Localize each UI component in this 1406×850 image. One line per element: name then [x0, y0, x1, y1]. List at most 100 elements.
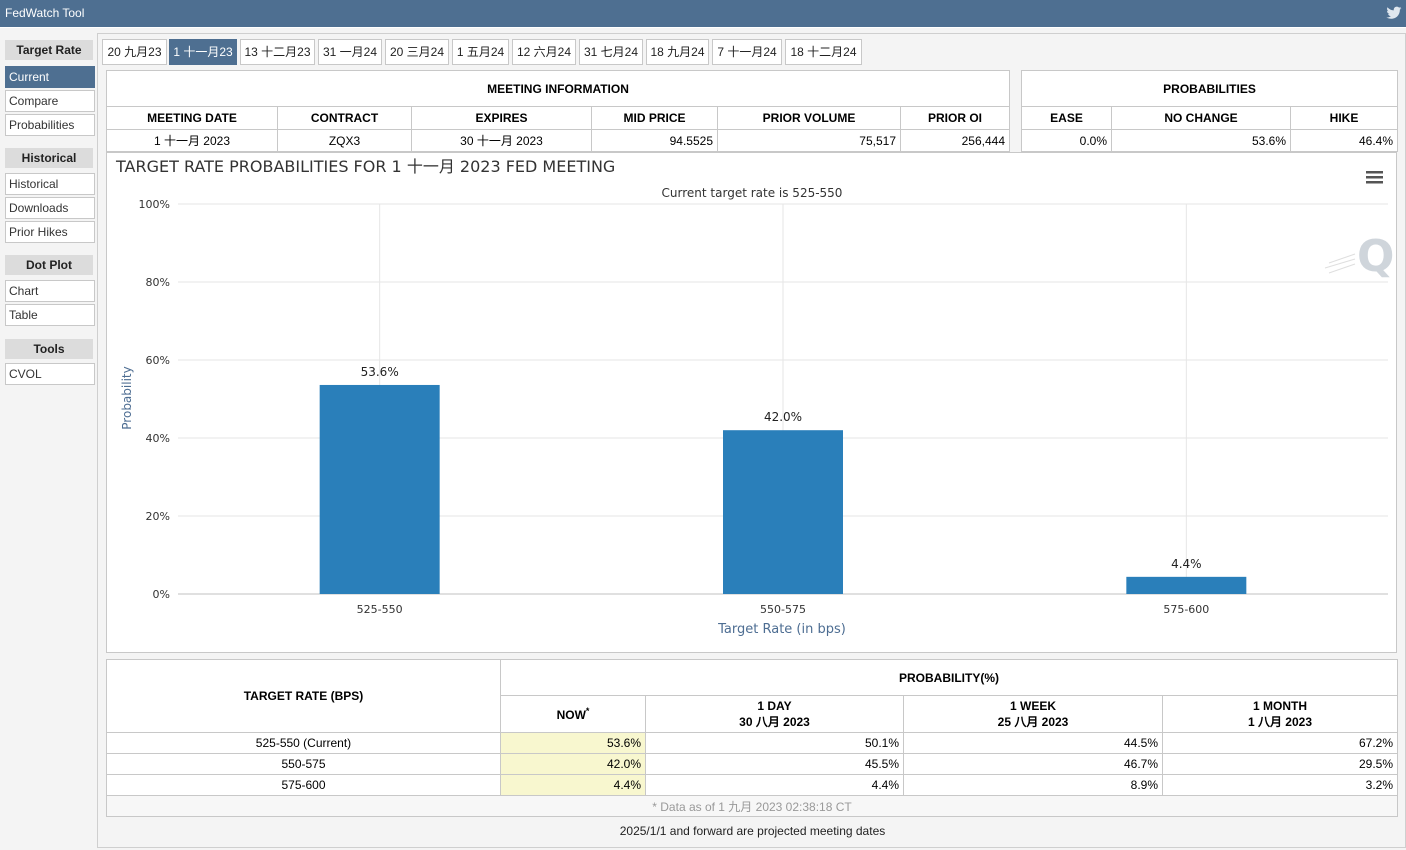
col-header-contract: CONTRACT — [277, 106, 412, 130]
col-header-expires: EXPIRES — [411, 106, 592, 130]
y-tick-label: 100% — [139, 198, 170, 211]
sidebar-item-compare[interactable]: Compare — [5, 90, 95, 112]
col-header-1-month: 1 MONTH 1 八月 2023 — [1162, 695, 1398, 733]
1-month-date: 1 八月 2023 — [1247, 714, 1313, 729]
svg-text:Q: Q — [1357, 231, 1394, 282]
tab-meeting-2[interactable]: 1 十一月23 — [169, 39, 237, 65]
col-header-now: NOW* — [500, 695, 646, 733]
prior-volume-value: 75,517 — [717, 129, 901, 152]
sidebar-item-downloads[interactable]: Downloads — [5, 197, 95, 219]
probability-history-table: TARGET RATE (BPS) PROBABILITY(%) NOW* 1 … — [106, 659, 1398, 817]
1-week-value: 46.7% — [903, 753, 1163, 775]
chart-container: TARGET RATE PROBABILITIES FOR 1 十一月 2023… — [106, 152, 1397, 653]
main-panel: 20 九月23 1 十一月23 13 十二月23 31 一月24 20 三月24… — [97, 33, 1406, 848]
col-header-probability: PROBABILITY(%) — [500, 659, 1398, 696]
app-titlebar: FedWatch Tool — [0, 0, 1406, 27]
probabilities-title: PROBABILITIES — [1021, 70, 1398, 107]
tab-meeting-7[interactable]: 12 六月24 — [512, 39, 576, 65]
tab-meeting-4[interactable]: 31 一月24 — [318, 39, 382, 65]
1-day-label: 1 DAY — [757, 698, 792, 713]
meeting-info-title: MEETING INFORMATION — [106, 70, 1010, 107]
prior-oi-value: 256,444 — [900, 129, 1010, 152]
no-change-value: 53.6% — [1111, 129, 1291, 152]
sidebar-item-prior-hikes[interactable]: Prior Hikes — [5, 221, 95, 243]
col-header-prior-volume: PRIOR VOLUME — [717, 106, 901, 130]
quikstrike-q-icon: Q — [1324, 231, 1394, 282]
col-header-meeting-date: MEETING DATE — [106, 106, 278, 130]
meeting-info-table: MEETING INFORMATION MEETING DATE CONTRAC… — [106, 70, 1010, 152]
table-row: 575-600 4.4% 4.4% 8.9% 3.2% — [106, 774, 1398, 796]
sidebar-heading-historical: Historical — [5, 148, 93, 168]
twitter-icon[interactable] — [1386, 5, 1402, 21]
now-label: NOW — [556, 708, 586, 722]
y-tick-label: 60% — [146, 354, 170, 367]
y-tick-label: 40% — [146, 432, 170, 445]
col-header-1-day: 1 DAY 30 八月 2023 — [645, 695, 904, 733]
tab-meeting-11[interactable]: 18 十二月24 — [785, 39, 862, 65]
1-week-date: 25 八月 2023 — [997, 714, 1069, 729]
now-value: 42.0% — [500, 753, 646, 775]
now-asterisk: * — [585, 706, 590, 716]
tab-meeting-5[interactable]: 20 三月24 — [385, 39, 449, 65]
chart-subtitle: Current target rate is 525-550 — [662, 186, 843, 200]
bar-525-550[interactable] — [319, 384, 440, 594]
col-header-1-week: 1 WEEK 25 八月 2023 — [903, 695, 1163, 733]
1-month-value: 67.2% — [1162, 732, 1398, 754]
chart-bars: 53.6% 42.0% 4.4% — [319, 365, 1247, 594]
sidebar-item-table[interactable]: Table — [5, 304, 95, 326]
tab-meeting-10[interactable]: 7 十一月24 — [712, 39, 782, 65]
col-header-hike: HIKE — [1290, 106, 1398, 130]
expires-value: 30 十一月 2023 — [411, 129, 592, 152]
x-tick-label: 550-575 — [760, 603, 806, 616]
table-row: 550-575 42.0% 45.5% 46.7% 29.5% — [106, 753, 1398, 775]
y-tick-label: 80% — [146, 276, 170, 289]
1-day-value: 45.5% — [645, 753, 904, 775]
contract-value: ZQX3 — [277, 129, 412, 152]
meeting-date-value: 1 十一月 2023 — [106, 129, 278, 152]
data-label: 53.6% — [361, 365, 399, 379]
x-tick-label: 525-550 — [357, 603, 403, 616]
sidebar-item-current[interactable]: Current — [5, 66, 95, 88]
tab-meeting-9[interactable]: 18 九月24 — [646, 39, 709, 65]
1-week-value: 8.9% — [903, 774, 1163, 796]
sidebar-item-cvol[interactable]: CVOL — [5, 363, 95, 385]
col-header-target-rate: TARGET RATE (BPS) — [106, 659, 501, 733]
x-axis: 525-550 550-575 575-600 — [357, 603, 1210, 616]
chart-title: TARGET RATE PROBABILITIES FOR 1 十一月 2023… — [115, 157, 615, 176]
tab-meeting-6[interactable]: 1 五月24 — [452, 39, 509, 65]
data-label: 42.0% — [764, 410, 802, 424]
target-rate-label: 575-600 — [106, 774, 501, 796]
sidebar-heading-target-rate: Target Rate — [5, 40, 93, 60]
sidebar-item-chart[interactable]: Chart — [5, 280, 95, 302]
sidebar-item-probabilities[interactable]: Probabilities — [5, 114, 95, 136]
hike-value: 46.4% — [1290, 129, 1398, 152]
y-tick-label: 0% — [153, 588, 170, 601]
hamburger-menu-icon[interactable] — [1366, 171, 1383, 184]
1-day-value: 4.4% — [645, 774, 904, 796]
1-week-value: 44.5% — [903, 732, 1163, 754]
now-value: 4.4% — [500, 774, 646, 796]
target-rate-label: 550-575 — [106, 753, 501, 775]
col-header-no-change: NO CHANGE — [1111, 106, 1291, 130]
bar-575-600[interactable] — [1126, 576, 1247, 594]
probabilities-table: PROBABILITIES EASE NO CHANGE HIKE 0.0% 5… — [1021, 70, 1398, 152]
tab-meeting-3[interactable]: 13 十二月23 — [240, 39, 315, 65]
y-axis: 0% 20% 40% 60% 80% 100% — [139, 198, 170, 601]
col-header-mid-price: MID PRICE — [591, 106, 718, 130]
1-day-date: 30 八月 2023 — [739, 714, 810, 729]
tab-meeting-1[interactable]: 20 九月23 — [102, 39, 167, 65]
sidebar-item-historical[interactable]: Historical — [5, 173, 95, 195]
projected-dates-footer: 2025/1/1 and forward are projected meeti… — [619, 824, 886, 838]
table-row: 525-550 (Current) 53.6% 50.1% 44.5% 67.2… — [106, 732, 1398, 754]
ease-value: 0.0% — [1021, 129, 1112, 152]
mid-price-value: 94.5525 — [591, 129, 718, 152]
x-tick-label: 575-600 — [1163, 603, 1209, 616]
1-month-value: 29.5% — [1162, 753, 1398, 775]
sidebar-heading-tools: Tools — [5, 339, 93, 359]
bar-550-575[interactable] — [723, 430, 843, 594]
col-header-prior-oi: PRIOR OI — [900, 106, 1010, 130]
tab-meeting-8[interactable]: 31 七月24 — [579, 39, 643, 65]
app-title: FedWatch Tool — [5, 6, 85, 20]
now-value: 53.6% — [500, 732, 646, 754]
target-rate-label: 525-550 (Current) — [106, 732, 501, 754]
